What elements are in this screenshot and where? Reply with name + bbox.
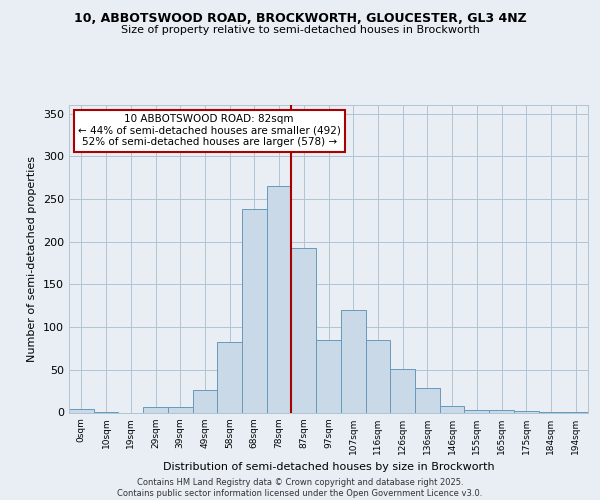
Text: 10, ABBOTSWOOD ROAD, BROCKWORTH, GLOUCESTER, GL3 4NZ: 10, ABBOTSWOOD ROAD, BROCKWORTH, GLOUCES… [74, 12, 526, 26]
Bar [267, 186, 292, 412]
Bar [440, 406, 464, 412]
Bar [365, 340, 390, 412]
Bar [464, 410, 489, 412]
Bar [341, 310, 365, 412]
Bar [390, 369, 415, 412]
Bar [193, 390, 217, 412]
Bar [489, 410, 514, 412]
Bar [143, 408, 168, 412]
Bar [292, 248, 316, 412]
Bar [415, 388, 440, 412]
Bar [242, 209, 267, 412]
Bar [168, 406, 193, 412]
Bar [217, 342, 242, 412]
Bar [69, 409, 94, 412]
Text: Contains HM Land Registry data © Crown copyright and database right 2025.
Contai: Contains HM Land Registry data © Crown c… [118, 478, 482, 498]
Bar [514, 411, 539, 412]
Text: 10 ABBOTSWOOD ROAD: 82sqm
← 44% of semi-detached houses are smaller (492)
52% of: 10 ABBOTSWOOD ROAD: 82sqm ← 44% of semi-… [77, 114, 341, 148]
Bar [316, 340, 341, 412]
Y-axis label: Number of semi-detached properties: Number of semi-detached properties [28, 156, 37, 362]
Text: Size of property relative to semi-detached houses in Brockworth: Size of property relative to semi-detach… [121, 25, 479, 35]
X-axis label: Distribution of semi-detached houses by size in Brockworth: Distribution of semi-detached houses by … [163, 462, 494, 472]
